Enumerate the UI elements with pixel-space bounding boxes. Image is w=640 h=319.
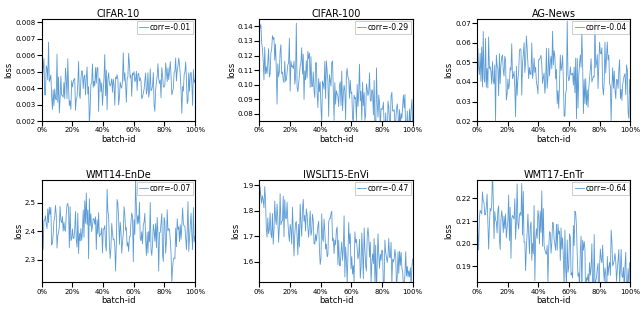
Title: AG-News: AG-News (532, 9, 576, 19)
X-axis label: batch-id: batch-id (319, 135, 353, 144)
X-axis label: batch-id: batch-id (536, 296, 571, 305)
Title: IWSLT15-EnVi: IWSLT15-EnVi (303, 170, 369, 180)
Y-axis label: loss: loss (227, 62, 236, 78)
Y-axis label: loss: loss (445, 62, 454, 78)
Y-axis label: loss: loss (4, 62, 13, 78)
Legend: corr=-0.47: corr=-0.47 (355, 182, 411, 196)
Legend: corr=-0.64: corr=-0.64 (572, 182, 629, 196)
Legend: corr=-0.04: corr=-0.04 (572, 21, 629, 34)
Legend: corr=-0.01: corr=-0.01 (137, 21, 193, 34)
Title: CIFAR-10: CIFAR-10 (97, 9, 140, 19)
Title: CIFAR-100: CIFAR-100 (311, 9, 361, 19)
Y-axis label: loss: loss (445, 223, 454, 240)
X-axis label: batch-id: batch-id (101, 135, 136, 144)
Y-axis label: loss: loss (14, 223, 23, 240)
X-axis label: batch-id: batch-id (101, 296, 136, 305)
Title: WMT17-EnTr: WMT17-EnTr (524, 170, 584, 180)
Title: WMT14-EnDe: WMT14-EnDe (85, 170, 151, 180)
Y-axis label: loss: loss (232, 223, 241, 240)
Legend: corr=-0.07: corr=-0.07 (137, 182, 193, 196)
Legend: corr=-0.29: corr=-0.29 (355, 21, 411, 34)
X-axis label: batch-id: batch-id (536, 135, 571, 144)
X-axis label: batch-id: batch-id (319, 296, 353, 305)
